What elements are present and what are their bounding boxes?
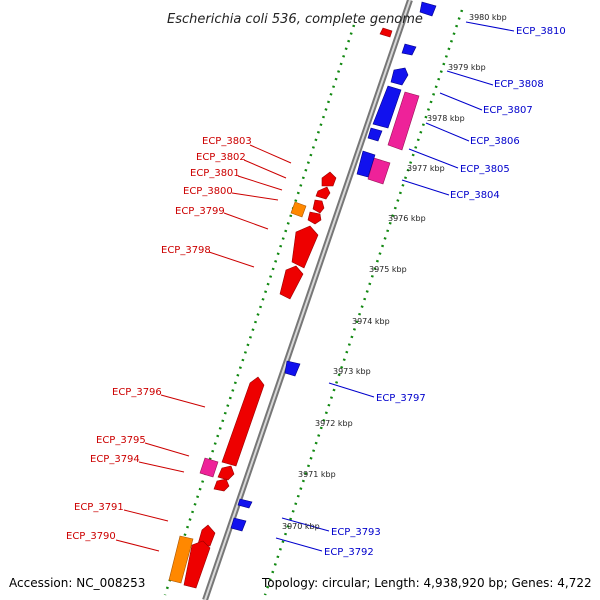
gene-arrow-ecp3797: [284, 360, 301, 377]
tick-label: 3973 kbp: [333, 367, 371, 376]
gene-arrow-ecp3796: [221, 376, 265, 467]
gene-features-pink: [199, 91, 420, 478]
gene-arrow-ecp3803: [321, 171, 337, 187]
genome-backbone-highlight: [204, 0, 411, 600]
gene-arrow-ecp3807: [390, 67, 409, 86]
gene-arrow-ecp3798b: [279, 265, 304, 300]
gene-label-ecp3796[interactable]: ECP_3796: [112, 387, 162, 398]
tick-label: 3975 kbp: [369, 265, 407, 274]
gene-arrow-ecp3794: [199, 457, 219, 478]
gene-label-ecp3802[interactable]: ECP_3802: [196, 152, 246, 163]
genome-title: Escherichia coli 536, complete genome: [167, 12, 423, 27]
gene-arrow-pink-mid: [367, 157, 391, 185]
gene-features-blue: [230, 1, 437, 532]
gene-label-ecp3794[interactable]: ECP_3794: [90, 454, 140, 465]
tick-label: 3972 kbp: [315, 419, 353, 428]
left-gene-labels: ECP_3803 ECP_3802 ECP_3801 ECP_3800 ECP_…: [66, 136, 252, 542]
gene-label-ecp3807[interactable]: ECP_3807: [483, 105, 533, 116]
gene-arrow-pink-top: [387, 91, 420, 151]
gene-label-ecp3792[interactable]: ECP_3792: [324, 547, 374, 558]
gene-arrow-ecp3795a: [217, 465, 235, 481]
gene-arrow-ecp3795b: [213, 478, 230, 492]
gene-features-red: [183, 27, 393, 589]
position-ticks: 3980 kbp 3979 kbp 3978 kbp 3977 kbp 3976…: [282, 13, 507, 531]
gene-arrow-orange-low: [168, 535, 194, 584]
right-leader-lines: [275, 21, 515, 552]
tick-label: 3974 kbp: [352, 317, 390, 326]
gene-label-ecp3803[interactable]: ECP_3803: [202, 136, 252, 147]
topology-summary: Topology: circular; Length: 4,938,920 bp…: [261, 576, 592, 590]
gene-label-ecp3793[interactable]: ECP_3793: [331, 527, 381, 538]
gene-arrow-ecp3799: [290, 201, 307, 218]
left-ruler-dots: [163, 24, 356, 596]
accession-label: Accession: NC_008253: [9, 576, 145, 590]
gene-features-orange: [168, 201, 307, 584]
gene-label-ecp3790[interactable]: ECP_3790: [66, 531, 116, 542]
right-gene-labels: ECP_3810 ECP_3808 ECP_3807 ECP_3806 ECP_…: [324, 26, 566, 558]
gene-label-ecp3797[interactable]: ECP_3797: [376, 393, 426, 404]
gene-arrow-ecp3792: [230, 517, 247, 532]
gene-arrow-ecp3808: [401, 43, 417, 56]
tick-label: 3978 kbp: [427, 114, 465, 123]
right-ruler-dots: [263, 9, 464, 596]
gene-label-ecp3800[interactable]: ECP_3800: [183, 186, 233, 197]
gene-arrow-ecp3791: [197, 524, 216, 547]
tick-label: 3971 kbp: [298, 470, 336, 479]
tick-label: 3979 kbp: [448, 63, 486, 72]
gene-arrow-ecp3793: [237, 498, 253, 509]
gene-arrow-ecp3804: [356, 150, 376, 178]
gene-label-ecp3795[interactable]: ECP_3795: [96, 435, 146, 446]
gene-label-ecp3801[interactable]: ECP_3801: [190, 168, 240, 179]
gene-label-ecp3806[interactable]: ECP_3806: [470, 136, 520, 147]
gene-arrow-ecp3810: [379, 27, 393, 38]
gene-arrow-ecp3805: [367, 127, 383, 142]
gene-label-ecp3810[interactable]: ECP_3810: [516, 26, 566, 37]
gene-arrow-ecp3798a: [291, 225, 319, 269]
gene-arrow-blue-top: [419, 1, 437, 17]
gene-label-ecp3808[interactable]: ECP_3808: [494, 79, 544, 90]
gene-label-ecp3798[interactable]: ECP_3798: [161, 245, 211, 256]
left-leader-lines: [115, 144, 292, 552]
gene-arrow-ecp3806: [372, 85, 402, 129]
gene-arrow-ecp3802: [315, 186, 331, 200]
gene-label-ecp3791[interactable]: ECP_3791: [74, 502, 124, 513]
tick-label: 3976 kbp: [388, 214, 426, 223]
gene-label-ecp3804[interactable]: ECP_3804: [450, 190, 500, 201]
gene-arrow-ecp3800: [307, 211, 322, 225]
gene-label-ecp3799[interactable]: ECP_3799: [175, 206, 225, 217]
gene-arrow-ecp3801: [312, 199, 325, 214]
tick-label: 3977 kbp: [407, 164, 445, 173]
gene-arrow-ecp3790: [183, 540, 211, 589]
gene-label-ecp3805[interactable]: ECP_3805: [460, 164, 510, 175]
tick-label: 3980 kbp: [469, 13, 507, 22]
tick-label: 3970 kbp: [282, 522, 320, 531]
